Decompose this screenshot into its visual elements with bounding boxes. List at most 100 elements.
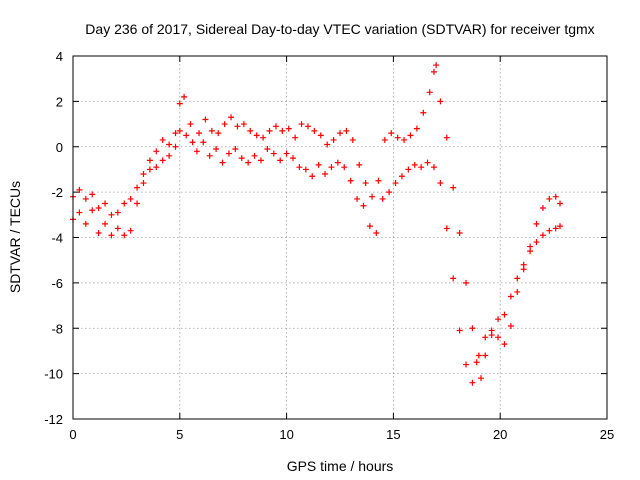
data-point	[418, 164, 425, 171]
data-point	[82, 195, 89, 202]
data-point	[533, 239, 540, 246]
data-point	[114, 209, 121, 216]
data-point	[477, 375, 484, 382]
data-point	[495, 316, 502, 323]
data-point	[469, 325, 476, 332]
data-point	[539, 205, 546, 212]
data-point	[381, 136, 388, 143]
data-point	[463, 361, 470, 368]
y-tick-label: -8	[51, 321, 63, 336]
data-point	[463, 279, 470, 286]
data-point	[433, 62, 440, 69]
data-point	[302, 166, 309, 173]
y-tick-labels: 4 2 0 -2 -4 -6 -8 -10 -12	[44, 49, 63, 427]
data-point	[557, 200, 564, 207]
data-point	[426, 89, 433, 96]
data-point	[507, 322, 514, 329]
data-point	[354, 195, 361, 202]
data-point	[398, 173, 405, 180]
data-point	[507, 293, 514, 300]
data-point	[362, 180, 369, 187]
data-point	[407, 132, 414, 139]
data-point	[187, 121, 194, 128]
data-point	[270, 150, 277, 157]
data-point	[95, 229, 102, 236]
x-tick-label: 10	[279, 427, 293, 442]
data-point	[159, 136, 166, 143]
data-point	[315, 161, 322, 168]
data-point	[552, 225, 559, 232]
data-point	[134, 200, 141, 207]
series-2	[70, 93, 564, 386]
data-point	[356, 161, 363, 168]
data-point	[153, 164, 160, 171]
data-point	[114, 225, 121, 232]
data-point	[520, 266, 527, 273]
data-point	[213, 146, 220, 153]
y-tick-label: 0	[56, 140, 63, 155]
data-point	[172, 143, 179, 150]
data-point	[89, 191, 96, 198]
data-point	[539, 232, 546, 239]
data-point	[193, 148, 200, 155]
data-point	[76, 209, 83, 216]
data-point	[245, 159, 252, 166]
data-point	[189, 139, 196, 146]
data-point	[349, 136, 356, 143]
y-tick-label: -12	[44, 412, 63, 427]
data-point	[127, 227, 134, 234]
data-point	[166, 152, 173, 159]
data-point	[514, 275, 521, 282]
data-point	[430, 68, 437, 75]
data-point	[257, 157, 264, 164]
data-point	[405, 166, 412, 173]
data-point	[215, 130, 222, 137]
data-point	[369, 193, 376, 200]
data-point	[253, 132, 260, 139]
y-tick-label: -2	[51, 185, 63, 200]
data-point	[176, 127, 183, 134]
data-point	[102, 200, 109, 207]
data-point	[134, 184, 141, 191]
data-point	[411, 161, 418, 168]
data-point	[482, 352, 489, 359]
data-point	[225, 150, 232, 157]
data-point	[228, 114, 235, 121]
data-point	[121, 200, 128, 207]
data-point	[420, 109, 427, 116]
data-point	[176, 100, 183, 107]
grid-lines	[73, 56, 607, 419]
data-point	[475, 352, 482, 359]
data-point	[234, 123, 241, 130]
data-point	[264, 146, 271, 153]
data-point	[495, 334, 502, 341]
data-point	[202, 116, 209, 123]
data-point	[413, 125, 420, 132]
chart-title: Day 236 of 2017, Sidereal Day-to-day VTE…	[85, 21, 594, 37]
data-point	[424, 159, 431, 166]
data-point	[296, 164, 303, 171]
data-point	[324, 141, 331, 148]
data-point	[469, 379, 476, 386]
data-point	[266, 127, 273, 134]
data-point	[108, 232, 115, 239]
data-point	[240, 121, 247, 128]
data-point	[322, 170, 329, 177]
x-tick-label: 25	[600, 427, 614, 442]
data-point	[337, 130, 343, 137]
data-point	[450, 184, 457, 191]
data-point	[166, 141, 173, 148]
data-point	[260, 134, 267, 141]
data-point	[153, 148, 160, 155]
data-point	[292, 134, 299, 141]
y-tick-label: -4	[51, 231, 63, 246]
data-point	[347, 177, 354, 184]
data-point	[430, 164, 437, 171]
data-point	[330, 136, 337, 143]
data-point	[140, 170, 147, 177]
data-point	[437, 180, 444, 187]
data-point	[527, 243, 534, 250]
data-point	[373, 229, 380, 236]
data-point	[394, 134, 401, 141]
data-point	[277, 157, 284, 164]
